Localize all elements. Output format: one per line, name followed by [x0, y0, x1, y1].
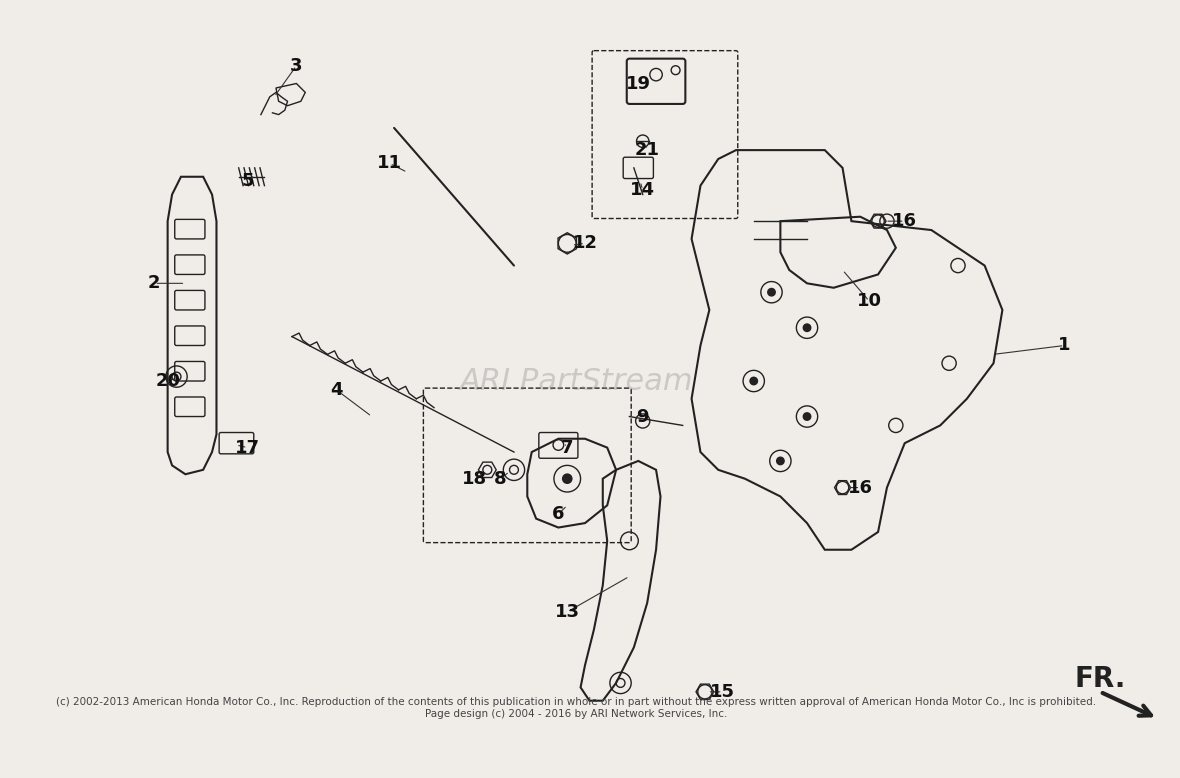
Text: 3: 3 — [290, 57, 302, 75]
Text: (c) 2002-2013 American Honda Motor Co., Inc. Reproduction of the contents of thi: (c) 2002-2013 American Honda Motor Co., … — [57, 697, 1096, 719]
Text: 20: 20 — [155, 372, 181, 390]
Text: 8: 8 — [494, 470, 507, 488]
Text: 9: 9 — [636, 408, 649, 426]
Text: 2: 2 — [148, 275, 160, 293]
Text: 14: 14 — [630, 181, 655, 199]
Text: 6: 6 — [552, 505, 564, 524]
Text: 16: 16 — [892, 212, 917, 230]
Text: 13: 13 — [555, 603, 579, 621]
Circle shape — [767, 288, 776, 296]
Text: 17: 17 — [235, 439, 260, 457]
Text: 10: 10 — [857, 292, 881, 310]
Text: 1: 1 — [1058, 337, 1070, 355]
Text: 16: 16 — [847, 478, 873, 496]
Text: 19: 19 — [625, 75, 651, 93]
Circle shape — [749, 377, 759, 385]
Circle shape — [776, 457, 785, 465]
Text: 18: 18 — [461, 470, 486, 488]
Text: 11: 11 — [378, 155, 402, 173]
Circle shape — [562, 473, 572, 484]
Text: 5: 5 — [241, 172, 254, 190]
Text: 21: 21 — [635, 141, 660, 159]
Text: 7: 7 — [560, 439, 573, 457]
Text: 12: 12 — [572, 234, 597, 252]
Text: 15: 15 — [710, 683, 735, 701]
Text: FR.: FR. — [1074, 664, 1126, 692]
Circle shape — [802, 412, 812, 421]
Circle shape — [802, 324, 812, 332]
Text: 4: 4 — [330, 381, 342, 399]
Text: ARI PartStream: ARI PartStream — [459, 366, 693, 395]
